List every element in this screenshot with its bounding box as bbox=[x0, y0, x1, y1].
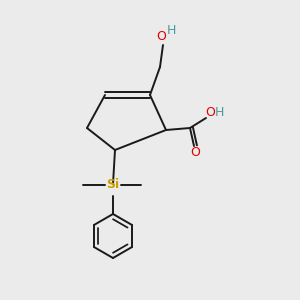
Text: O: O bbox=[156, 31, 166, 44]
Text: H: H bbox=[166, 25, 176, 38]
Text: Si: Si bbox=[106, 178, 120, 191]
Text: H: H bbox=[214, 106, 224, 118]
Text: O: O bbox=[190, 146, 200, 160]
Text: O: O bbox=[205, 106, 215, 119]
